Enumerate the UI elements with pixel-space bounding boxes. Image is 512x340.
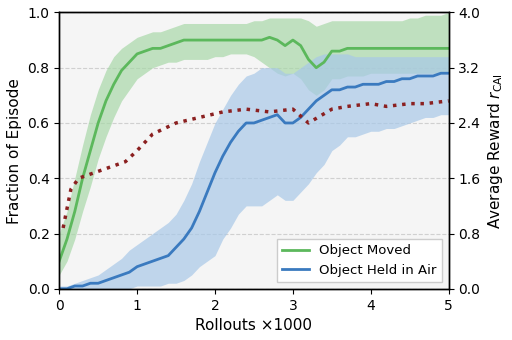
Object Moved <box>445 46 452 50</box>
Object Held in Air <box>181 237 187 241</box>
Object Moved <box>181 38 187 42</box>
Object Held in Air <box>336 88 343 92</box>
Object Moved <box>56 259 62 263</box>
Line: Object Held in Air: Object Held in Air <box>59 73 449 289</box>
Object Held in Air <box>438 71 444 75</box>
Y-axis label: Average Reward $r_{\mathrm{CAI}}$: Average Reward $r_{\mathrm{CAI}}$ <box>486 73 505 228</box>
Object Held in Air <box>173 245 179 249</box>
Object Held in Air <box>313 99 319 103</box>
Object Moved <box>438 46 444 50</box>
Object Held in Air <box>445 71 452 75</box>
Object Moved <box>321 60 327 64</box>
Object Moved <box>173 41 179 45</box>
X-axis label: Rollouts ×1000: Rollouts ×1000 <box>196 318 312 333</box>
Object Held in Air <box>142 262 148 266</box>
Y-axis label: Fraction of Episode: Fraction of Episode <box>7 78 22 223</box>
Object Moved <box>266 35 272 39</box>
Legend: Object Moved, Object Held in Air: Object Moved, Object Held in Air <box>277 239 442 282</box>
Object Held in Air <box>430 74 436 78</box>
Line: Object Moved: Object Moved <box>59 37 449 261</box>
Object Held in Air <box>56 287 62 291</box>
Object Moved <box>142 49 148 53</box>
Object Moved <box>345 46 351 50</box>
